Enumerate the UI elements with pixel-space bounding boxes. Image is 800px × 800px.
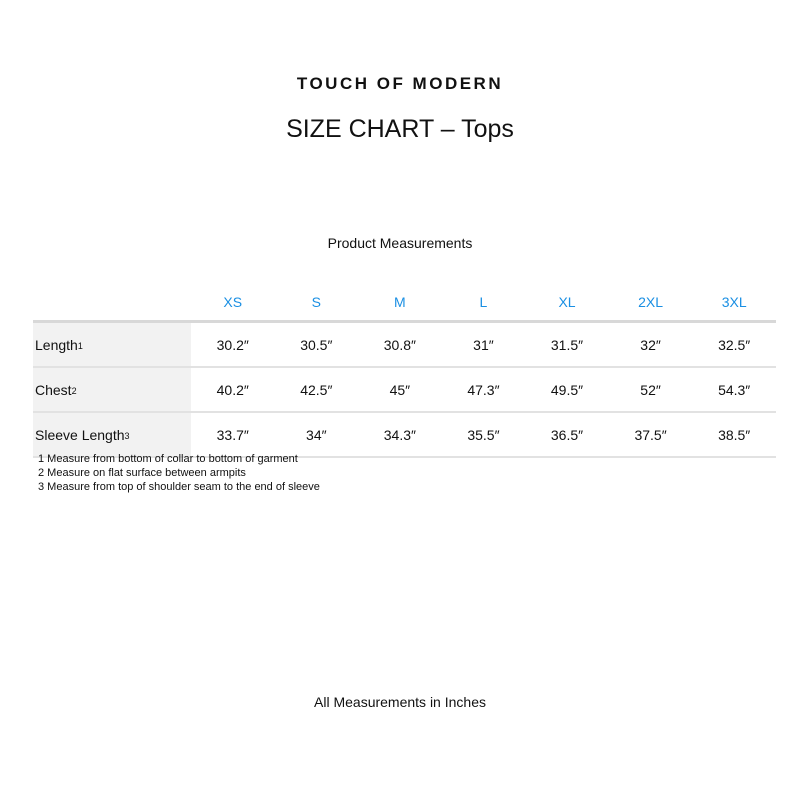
- measurement-cell: 34″: [274, 412, 359, 458]
- measurement-cell: 45″: [358, 367, 442, 413]
- footnote: 1 Measure from bottom of collar to botto…: [38, 453, 298, 465]
- measurement-cell: 36.5″: [525, 412, 609, 458]
- measurement-cell: 40.2″: [190, 367, 275, 413]
- measurement-cell: 37.5″: [608, 412, 693, 458]
- row-label: Length1: [33, 320, 191, 368]
- size-header: XL: [558, 294, 576, 310]
- size-header-row: XS S M L XL 2XL 3XL: [33, 284, 776, 322]
- measurement-cell: 49.5″: [525, 367, 609, 413]
- row-label-text: Length: [35, 336, 78, 353]
- measurement-cell: 30.5″: [274, 320, 359, 368]
- brand-logo: TOUCH OF MODERN: [296, 74, 504, 93]
- table-row: Sleeve Length3 33.7″ 34″ 34.3″ 35.5″ 36.5″ 37.…: [33, 412, 776, 458]
- measurement-cell: 32.5″: [692, 320, 776, 368]
- footnote-marker: 3: [124, 430, 130, 441]
- measurement-cell: 42.5″: [274, 367, 359, 413]
- footnote-marker: 2: [71, 385, 77, 396]
- measurement-cell: 34.3″: [358, 412, 442, 458]
- table-row: Length1 30.2″ 30.5″ 30.8″ 31″ 31.5″ 32″ 32.5″: [33, 320, 776, 368]
- size-header: XS: [223, 294, 243, 310]
- units-note: All Measurements in Inches: [314, 694, 486, 710]
- size-header: 3XL: [721, 294, 747, 310]
- measurement-cell: 32″: [608, 320, 693, 368]
- measurement-cell: 35.5″: [441, 412, 526, 458]
- size-header: 2XL: [638, 294, 664, 310]
- size-table: XS S M L XL 2XL 3XL Length1 30.2″ 30.5″ 30.8″ 31″ 3…: [33, 284, 776, 458]
- measurement-cell: 31″: [441, 320, 526, 368]
- footnote: 2 Measure on flat surface between armpit…: [38, 467, 246, 479]
- corner-cell: [33, 284, 191, 322]
- footnote-marker: 1: [77, 340, 83, 351]
- size-header: M: [394, 294, 406, 310]
- table-subtitle: Product Measurements: [327, 235, 473, 251]
- measurement-cell: 30.2″: [190, 320, 275, 368]
- measurement-cell: 38.5″: [692, 412, 776, 458]
- row-label: Sleeve Length3: [33, 412, 191, 458]
- footnote: 3 Measure from top of shoulder seam to t…: [38, 481, 320, 493]
- size-header: S: [311, 294, 321, 310]
- size-header: L: [479, 294, 488, 310]
- row-label-text: Chest: [35, 381, 72, 398]
- measurement-cell: 33.7″: [190, 412, 275, 458]
- row-label: Chest2: [33, 367, 191, 413]
- table-row: Chest2 40.2″ 42.5″ 45″ 47.3″ 49.5″ 52″ 54.3″: [33, 367, 776, 413]
- measurement-cell: 31.5″: [525, 320, 609, 368]
- measurement-cell: 52″: [608, 367, 693, 413]
- measurement-cell: 54.3″: [692, 367, 776, 413]
- row-label-text: Sleeve Length: [35, 426, 125, 443]
- page-title: SIZE CHART – Tops: [286, 115, 514, 143]
- measurement-cell: 30.8″: [358, 320, 442, 368]
- footnotes: 1 Measure from bottom of collar to botto…: [38, 452, 320, 494]
- measurement-cell: 47.3″: [441, 367, 526, 413]
